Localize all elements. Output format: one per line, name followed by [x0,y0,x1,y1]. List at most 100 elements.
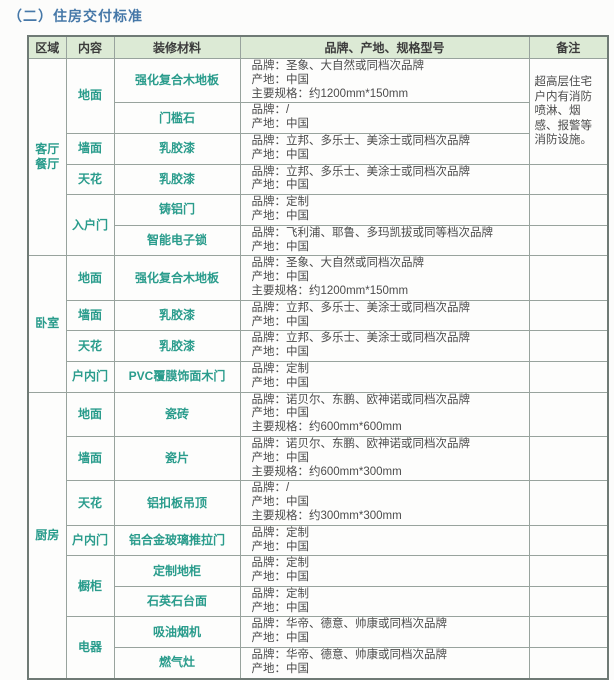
spec-line: 品牌：华帝、德意、帅康或同档次品牌 [251,618,448,631]
spec-line: 品牌：定制 [251,362,310,375]
material-cell: 石英石台面 [113,585,241,618]
spec-line: 产地：中国 [251,240,310,253]
spec-line: 产地：中国 [251,540,310,553]
material-cell: 乳胶漆 [113,330,241,362]
remark-cell-empty [528,299,609,332]
spec-cell: 品牌：立邦、多乐士、美涂士或同档次品牌 产地：中国 [239,299,530,332]
table-row: 天花 铝扣板吊顶 品牌：/ 产地：中国 主要规格：约300mm*300mm [28,480,609,526]
material-cell: 乳胶漆 [113,299,241,332]
remark-cell-empty [528,194,609,226]
content-cell: 入户门 [65,194,115,257]
content-cell: 地面 [65,391,115,437]
spec-cell: 品牌：定制 产地：中国 [239,360,530,393]
remark-cell-empty [528,524,609,557]
spec-line: 产地：中国 [251,496,310,509]
remark-cell-empty [528,647,609,680]
spec-line: 品牌：诺贝尔、东鹏、欧神诺或同档次品牌 [251,393,471,406]
remark-cell-empty [528,255,609,301]
table-row: 石英石台面 品牌：定制 产地：中国 [28,585,609,618]
material-cell: PVC覆膜饰面木门 [113,360,241,393]
table-row: 客厅餐厅 地面 强化复合木地板 品牌：圣象、大自然或同档次品牌 产地：中国 主要… [27,57,609,257]
material-cell: 智能电子锁 [113,224,241,257]
content-cell: 地面 [65,58,115,134]
spec-line: 品牌：圣象、大自然或同档次品牌 [251,257,425,270]
material-cell: 铸铝门 [113,194,241,226]
spec-cell: 品牌：诺贝尔、东鹏、欧神诺或同档次品牌 产地：中国 主要规格：约600mm*30… [239,435,530,482]
col-header-region: 区域 [27,35,67,59]
spec-line: 产地：中国 [251,632,310,645]
spec-cell: 品牌：立邦、多乐士、美涂士或同档次品牌 产地：中国 [239,132,530,165]
spec-cell: 品牌：定制 产地：中国 [239,585,530,618]
spec-line: 品牌：立邦、多乐士、美涂士或同档次品牌 [251,165,471,178]
table-row: 卧室 地面 强化复合木地板 品牌：圣象、大自然或同档次品牌 产地：中国 主要规格… [27,255,609,393]
spec-line: 品牌：/ [251,482,290,495]
content-cell: 户内门 [65,524,115,557]
delivery-standards-table: 区域 内容 装修材料 品牌、产地、规格型号 备注 客厅餐厅 地面 强化复合木地板… [27,35,609,680]
material-cell: 瓷砖 [113,391,241,437]
spec-line: 品牌：华帝、德意、帅康或同档次品牌 [251,649,448,662]
spec-line: 品牌：定制 [251,526,310,539]
material-cell: 燃气灶 [113,647,241,680]
remark-cell-empty [528,616,609,649]
spec-cell: 品牌：华帝、德意、帅康或同档次品牌 产地：中国 [239,647,530,680]
table-row: 橱柜 定制地柜 品牌：定制 产地：中国 [28,555,609,618]
content-cell: 电器 [65,616,115,680]
content-cell: 天花 [65,480,115,526]
material-cell: 乳胶漆 [113,132,241,165]
spec-line: 产地：中国 [251,346,310,359]
material-cell: 铝合金玻璃推拉门 [113,524,241,557]
spec-cell: 品牌：圣象、大自然或同档次品牌 产地：中国 主要规格：约1200mm*150mm [239,57,530,104]
table-row: 智能电子锁 品牌：飞利浦、耶鲁、多玛凯拔或同等档次品牌 产地：中国 [28,224,609,257]
table-row: 天花 乳胶漆 品牌：立邦、多乐士、美涂士或同档次品牌 产地：中国 [28,330,609,362]
remark-cell-empty [528,435,609,482]
material-cell: 铝扣板吊顶 [113,480,241,526]
spec-line: 品牌：立邦、多乐士、美涂士或同档次品牌 [251,332,471,345]
spec-line: 产地：中国 [251,118,310,131]
content-cell: 天花 [65,330,115,362]
spec-line: 品牌：立邦、多乐士、美涂士或同档次品牌 [251,134,471,147]
spec-cell: 品牌：诺贝尔、东鹏、欧神诺或同档次品牌 产地：中国 主要规格：约600mm*60… [239,391,530,437]
material-cell: 乳胶漆 [113,163,241,196]
table-row: 墙面 乳胶漆 品牌：立邦、多乐士、美涂士或同档次品牌 产地：中国 [28,132,608,165]
table-row: 燃气灶 品牌：华帝、德意、帅康或同档次品牌 产地：中国 [28,647,609,680]
spec-line: 品牌：圣象、大自然或同档次品牌 [251,60,425,72]
remark-cell-empty [528,360,609,393]
material-cell: 吸油烟机 [113,616,241,649]
content-cell: 墙面 [65,299,115,332]
spec-line: 品牌：立邦、多乐士、美涂士或同档次品牌 [251,301,471,314]
content-cell: 墙面 [65,435,115,482]
remark-cell-empty [528,585,609,618]
table-row: 电器 吸油烟机 品牌：华帝、德意、帅康或同档次品牌 产地：中国 [28,616,609,680]
material-cell: 强化复合木地板 [113,255,241,301]
spec-line: 产地：中国 [251,407,310,420]
spec-line: 产地：中国 [251,271,310,284]
table-row: 户内门 PVC覆膜饰面木门 品牌：定制 产地：中国 [28,360,609,393]
page-title: （二）住房交付标准 [8,8,143,24]
material-cell: 强化复合木地板 [113,57,241,104]
content-cell: 地面 [65,255,115,301]
spec-cell: 品牌：立邦、多乐士、美涂士或同档次品牌 产地：中国 [239,330,530,362]
content-cell: 户内门 [65,360,115,393]
col-header-material: 装修材料 [113,35,241,59]
remark-cell-empty [528,330,609,362]
spec-cell: 品牌：定制 产地：中国 [239,555,530,587]
table-row: 户内门 铝合金玻璃推拉门 品牌：定制 产地：中国 [28,524,609,557]
spec-line: 主要规格：约300mm*300mm [251,509,402,522]
material-cell: 定制地柜 [113,555,241,587]
spec-line: 产地：中国 [251,571,310,584]
spec-cell: 品牌：定制 产地：中国 [239,194,530,226]
col-header-remark: 备注 [528,35,609,59]
spec-line: 品牌：诺贝尔、东鹏、欧神诺或同档次品牌 [251,437,471,450]
table-row: 入户门 铸铝门 品牌：定制 产地：中国 [28,194,609,257]
spec-line: 品牌：飞利浦、耶鲁、多玛凯拔或同等档次品牌 [251,226,494,239]
spec-line: 主要规格：约1200mm*150mm [251,87,409,100]
header-row: 区域 内容 装修材料 品牌、产地、规格型号 备注 [27,35,609,59]
region-cell: 客厅餐厅 [27,57,67,257]
material-cell: 瓷片 [113,435,241,482]
region-cell: 卧室 [27,255,67,393]
col-header-spec: 品牌、产地、规格型号 [239,35,530,59]
spec-cell: 品牌：/ 产地：中国 [239,102,530,134]
remark-cell-empty [528,391,609,437]
table-row: 天花 乳胶漆 品牌：立邦、多乐士、美涂士或同档次品牌 产地：中国 [28,163,609,196]
remark-cell: 超高层住宅户内有消防喷淋、烟感、报警等消防设施。 [528,58,609,165]
